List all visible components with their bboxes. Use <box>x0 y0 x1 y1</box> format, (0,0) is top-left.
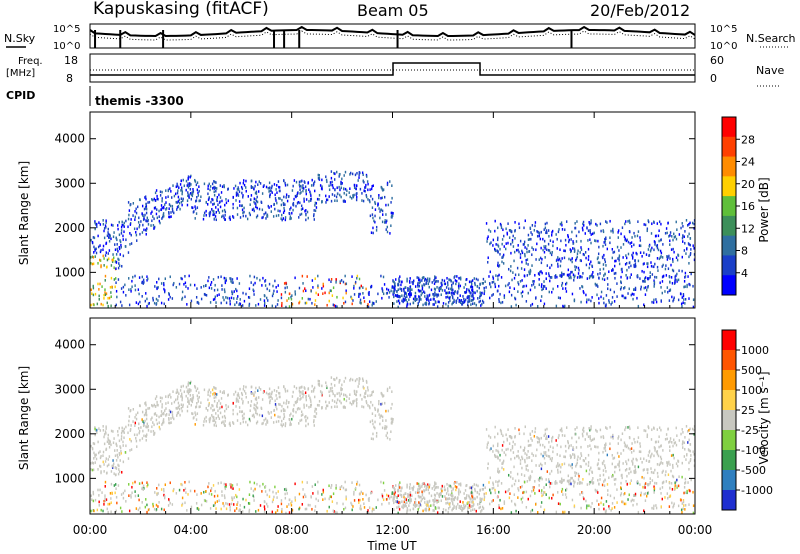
colorbar-tick: 500 <box>741 364 762 377</box>
time-axis-label: Time UT <box>366 539 417 553</box>
nave-right-tick-bottom: 0 <box>710 72 717 85</box>
time-tick-label: 00:00 <box>678 523 713 537</box>
date-title: 20/Feb/2012 <box>590 1 690 20</box>
power-data <box>90 170 696 309</box>
colorbar-tick: 20 <box>741 178 755 191</box>
time-tick-label: 16:00 <box>476 523 511 537</box>
power-y-axis: 1000 2000 3000 4000 <box>54 132 695 279</box>
velocity-data <box>90 376 696 515</box>
velocity-colorbar: 1000 500 100 25 -25 -100 -500 -1000 <box>721 329 773 511</box>
time-tick-label: 08:00 <box>274 523 309 537</box>
time-tick-label: 00:00 <box>73 523 108 537</box>
time-tick-label: 20:00 <box>577 523 612 537</box>
cpid-label: CPID <box>6 89 35 102</box>
colorbar-tick: -100 <box>741 444 766 457</box>
noise-panel: N.Sky 10^5 10^0 10^5 10^0 N.Search <box>4 23 796 52</box>
freq-panel: Freq. [MHz] 18 8 60 0 Nave <box>6 53 784 87</box>
colorbar-tick: 100 <box>741 384 762 397</box>
colorbar-tick: 28 <box>741 133 755 146</box>
power-colorbar-label: Power [dB] <box>757 177 771 242</box>
velocity-y-axis: 1000 2000 3000 4000 <box>54 338 695 485</box>
freq-left-tick-top: 18 <box>64 54 78 67</box>
cpid-program: themis -3300 <box>95 94 184 108</box>
y-tick-label: 2000 <box>54 221 85 235</box>
nave-right-label: Nave <box>756 64 784 77</box>
noise-left-tick-top: 10^5 <box>53 24 80 35</box>
freq-left-label-1: Freq. <box>18 56 43 67</box>
velocity-colorbar-label: Velocity [m s⁻¹] <box>757 371 771 464</box>
nave-right-tick-top: 60 <box>710 54 724 67</box>
colorbar-tick: 12 <box>741 222 755 235</box>
time-tick-label: 12:00 <box>375 523 410 537</box>
colorbar-tick: 16 <box>741 200 755 213</box>
freq-left-label-2: [MHz] <box>6 68 35 79</box>
noise-right-tick-bottom: 10^0 <box>710 41 737 52</box>
velocity-ylabel: Slant Range [km] <box>17 366 31 470</box>
power-ylabel: Slant Range [km] <box>17 161 31 265</box>
y-tick-label: 3000 <box>54 176 85 190</box>
noise-left-tick-bottom: 10^0 <box>53 41 80 52</box>
colorbar-tick: 24 <box>741 156 755 169</box>
y-tick-label: 4000 <box>54 132 85 146</box>
colorbar-tick: -1000 <box>741 484 773 497</box>
noise-right-tick-top: 10^5 <box>710 24 737 35</box>
colorbar-tick: 4 <box>741 267 748 280</box>
beam-title: Beam 05 <box>357 1 429 20</box>
noise-left-label: N.Sky <box>4 32 36 45</box>
colorbar-tick: 1000 <box>741 344 769 357</box>
power-colorbar: 28 24 20 16 12 8 4 <box>721 116 755 296</box>
y-tick-label: 3000 <box>54 382 85 396</box>
y-tick-label: 1000 <box>54 471 85 485</box>
y-tick-label: 2000 <box>54 427 85 441</box>
colorbar-tick: -25 <box>741 424 759 437</box>
freq-left-tick-bottom: 8 <box>66 72 73 85</box>
noise-right-label: N.Search <box>746 32 796 45</box>
power-panel: 1000 2000 3000 4000 Slant Range [km] 28 24 20… <box>17 111 771 309</box>
time-axis: 00:00 04:00 08:00 12:00 16:00 20:00 00:00 <box>73 112 713 537</box>
noise-traces <box>89 25 696 48</box>
velocity-panel: 1000 2000 3000 4000 Slant Range [km] 1000 50… <box>17 317 773 515</box>
colorbar-tick: 8 <box>741 245 748 258</box>
colorbar-tick: 25 <box>741 404 755 417</box>
time-tick-label: 04:00 <box>174 523 209 537</box>
station-title: Kapuskasing (fitACF) <box>93 0 269 19</box>
y-tick-label: 4000 <box>54 338 85 352</box>
y-tick-label: 1000 <box>54 265 85 279</box>
colorbar-tick: -500 <box>741 464 766 477</box>
